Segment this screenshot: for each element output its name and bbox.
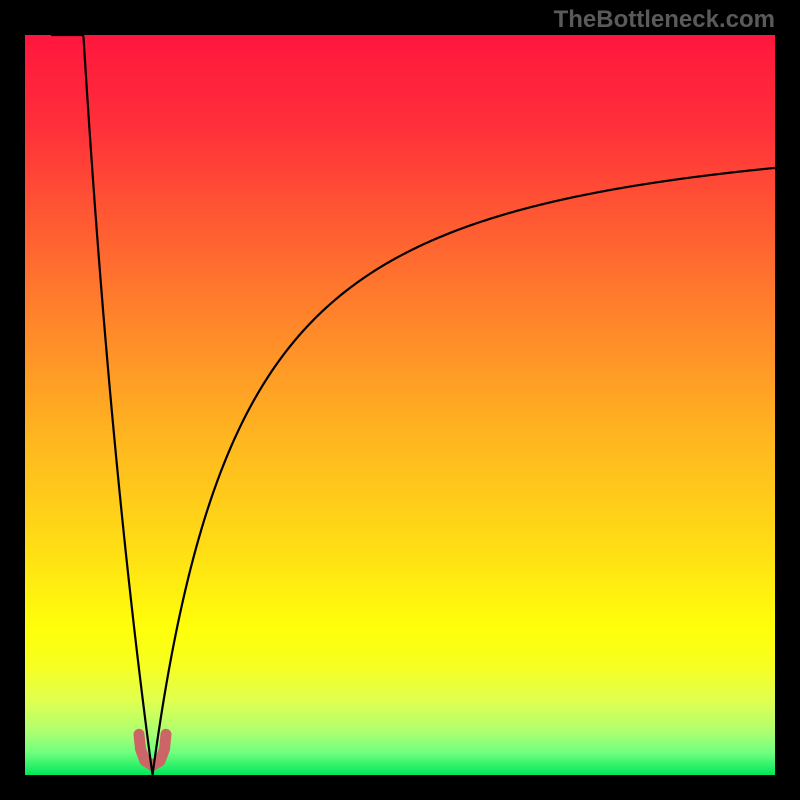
- bottleneck-curve: [51, 35, 775, 775]
- curve-overlay: [0, 0, 800, 800]
- chart-container: TheBottleneck.com: [0, 0, 800, 800]
- watermark-text: TheBottleneck.com: [554, 6, 775, 34]
- trough-marker: [139, 734, 166, 765]
